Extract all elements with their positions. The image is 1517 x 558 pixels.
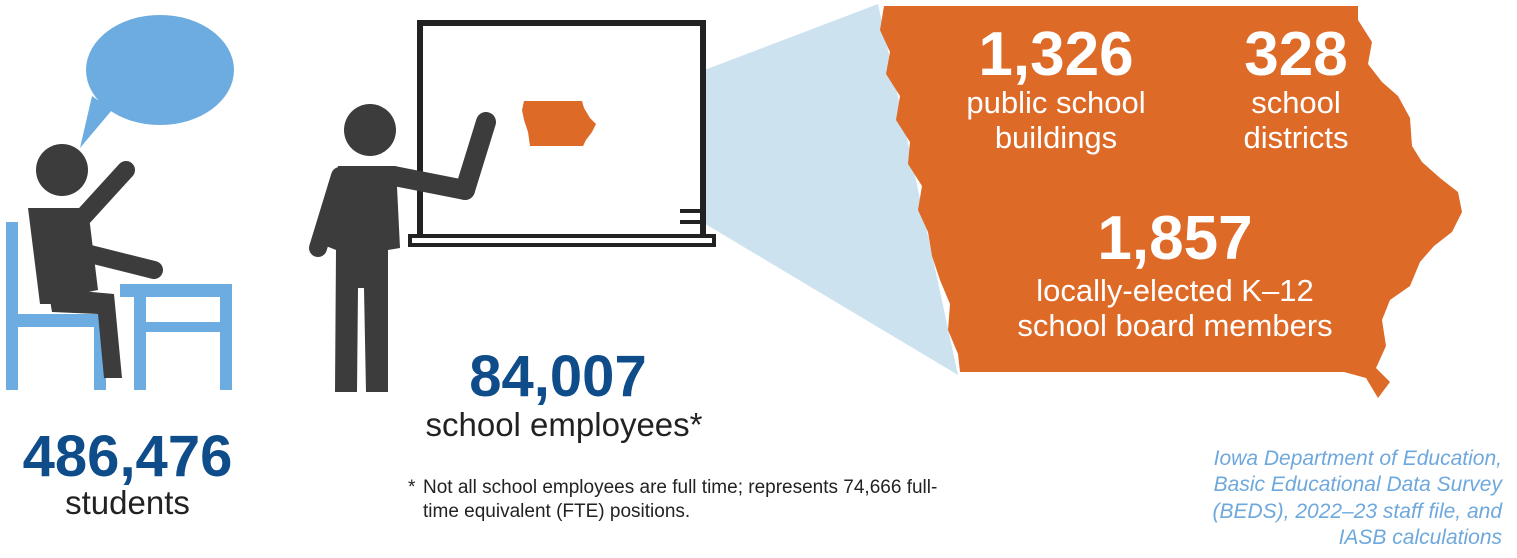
whiteboard-tray — [408, 234, 716, 247]
source-line-1: Iowa Department of Education, — [1213, 447, 1502, 470]
employees-count: 84,007 — [469, 344, 647, 409]
board-label-line1: locally-elected K–12 — [1036, 273, 1314, 308]
buildings-label-line1: public school — [966, 85, 1146, 120]
buildings-count: 1,326 — [978, 20, 1134, 89]
iowa-map-large — [880, 6, 1462, 398]
districts-label-line1: school — [1251, 85, 1341, 120]
source-line-2: Basic Educational Data Survey — [1213, 473, 1502, 497]
student-figure — [28, 144, 163, 378]
districts-count: 328 — [1244, 20, 1348, 89]
board-count: 1,857 — [1097, 204, 1253, 273]
source-citation: Iowa Department of Education, Basic Educ… — [1080, 446, 1503, 551]
footnote-marker: * — [408, 477, 416, 498]
footnote: * Not all school employees are full time;… — [408, 476, 968, 524]
source-line-4: IASB calculations — [1338, 525, 1502, 549]
employees-label: school employees* — [425, 406, 703, 443]
teacher-figure — [309, 104, 496, 392]
buildings-stat: 1,326 public school buildings — [936, 24, 1176, 155]
districts-label-line2: districts — [1243, 119, 1349, 155]
footnote-text: Not all school employees are full time; … — [423, 477, 938, 522]
districts-stat: 328 school districts — [1196, 24, 1396, 155]
buildings-label-line2: buildings — [994, 119, 1118, 155]
iowa-map-small — [522, 101, 596, 146]
board-label-line2: school board members — [1017, 307, 1333, 343]
speech-bubble — [80, 15, 234, 148]
board-stat: 1,857 locally-elected K–12 school board … — [990, 208, 1360, 343]
students-count: 486,476 — [22, 424, 233, 489]
students-label: students — [65, 484, 190, 521]
source-line-3: (BEDS), 2022–23 staff file, and — [1212, 499, 1503, 523]
student-desk — [6, 222, 232, 390]
